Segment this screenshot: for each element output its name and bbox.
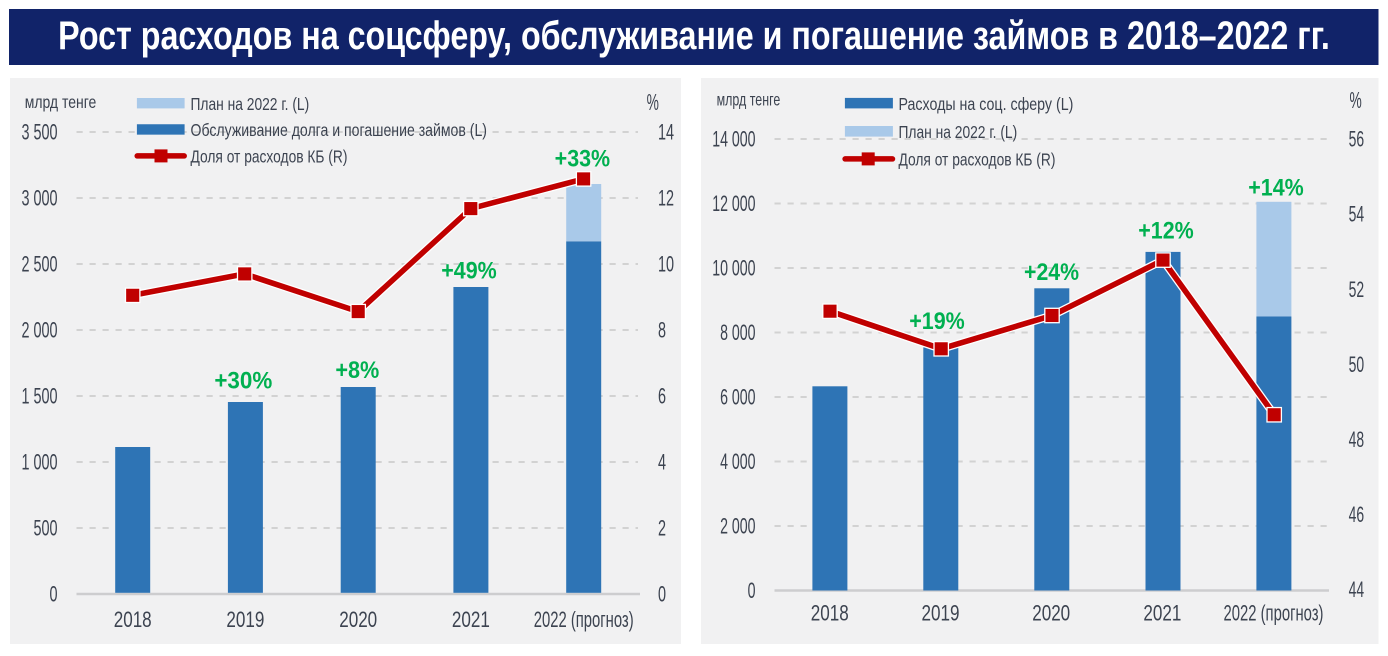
svg-text:+33%: +33% (555, 144, 610, 171)
svg-text:10 000: 10 000 (712, 255, 755, 280)
svg-text:6: 6 (658, 383, 666, 408)
svg-text:1 000: 1 000 (21, 449, 57, 474)
svg-text:3 500: 3 500 (21, 119, 57, 144)
svg-text:2020: 2020 (339, 608, 377, 633)
svg-text:56: 56 (1349, 126, 1364, 151)
svg-text:50: 50 (1349, 352, 1364, 377)
svg-text:2 000: 2 000 (21, 317, 57, 342)
svg-text:14 000: 14 000 (712, 126, 755, 151)
svg-text:14: 14 (658, 119, 674, 144)
svg-text:2: 2 (658, 515, 666, 540)
svg-text:46: 46 (1349, 502, 1364, 527)
svg-text:12: 12 (658, 185, 674, 210)
svg-text:+8%: +8% (335, 356, 379, 383)
svg-text:млрд тенге: млрд тенге (25, 93, 97, 112)
svg-text:2020: 2020 (1032, 602, 1070, 627)
svg-text:%: % (1350, 89, 1362, 114)
svg-text:2 000: 2 000 (720, 513, 755, 538)
svg-text:4 000: 4 000 (720, 449, 755, 474)
svg-text:Доля от расходов КБ (R): Доля от расходов КБ (R) (899, 151, 1056, 170)
svg-text:52: 52 (1349, 276, 1364, 301)
svg-text:10: 10 (658, 251, 674, 276)
svg-text:Обслуживание долга и погашение: Обслуживание долга и погашение займов (L… (191, 122, 487, 141)
svg-text:500: 500 (33, 515, 57, 540)
svg-text:План на 2022 г. (L): План на 2022 г. (L) (191, 95, 310, 114)
svg-text:8 000: 8 000 (720, 320, 755, 345)
svg-text:2 500: 2 500 (21, 251, 57, 276)
svg-text:0: 0 (49, 581, 57, 606)
svg-text:54: 54 (1349, 201, 1364, 226)
svg-text:44: 44 (1349, 577, 1364, 602)
svg-text:Расходы на соц. сферу (L): Расходы на соц. сферу (L) (899, 96, 1074, 115)
svg-text:+30%: +30% (214, 367, 272, 394)
svg-text:2019: 2019 (226, 608, 264, 633)
svg-text:+24%: +24% (1024, 258, 1079, 286)
svg-text:млрд тенге: млрд тенге (717, 91, 781, 111)
svg-text:0: 0 (748, 578, 756, 603)
svg-text:План на 2022 г. (L): План на 2022 г. (L) (899, 123, 1018, 142)
svg-text:2022 (прогноз): 2022 (прогноз) (534, 607, 634, 632)
svg-text:2018: 2018 (811, 602, 849, 627)
svg-text:Доля от расходов КБ (R): Доля от расходов КБ (R) (191, 148, 348, 167)
svg-text:2019: 2019 (922, 602, 960, 627)
svg-text:2021: 2021 (1143, 602, 1181, 627)
svg-text:4: 4 (658, 449, 666, 474)
svg-text:+14%: +14% (1248, 173, 1303, 200)
svg-text:%: % (647, 91, 659, 116)
svg-text:+12%: +12% (1138, 216, 1193, 243)
svg-text:0: 0 (658, 581, 666, 606)
svg-text:2022 (прогноз): 2022 (прогноз) (1224, 601, 1324, 626)
svg-text:8: 8 (658, 317, 666, 342)
svg-text:Рост расходов на соцсферу, обс: Рост расходов на соцсферу, обслуживание … (58, 13, 1330, 58)
svg-text:+49%: +49% (441, 256, 496, 283)
svg-text:1 500: 1 500 (21, 383, 57, 408)
svg-text:+19%: +19% (909, 307, 964, 334)
svg-text:2018: 2018 (114, 608, 152, 633)
svg-text:12 000: 12 000 (712, 191, 755, 216)
svg-text:2021: 2021 (452, 608, 490, 633)
svg-text:6 000: 6 000 (720, 384, 755, 409)
svg-text:48: 48 (1349, 427, 1364, 452)
svg-text:3 000: 3 000 (21, 185, 57, 210)
